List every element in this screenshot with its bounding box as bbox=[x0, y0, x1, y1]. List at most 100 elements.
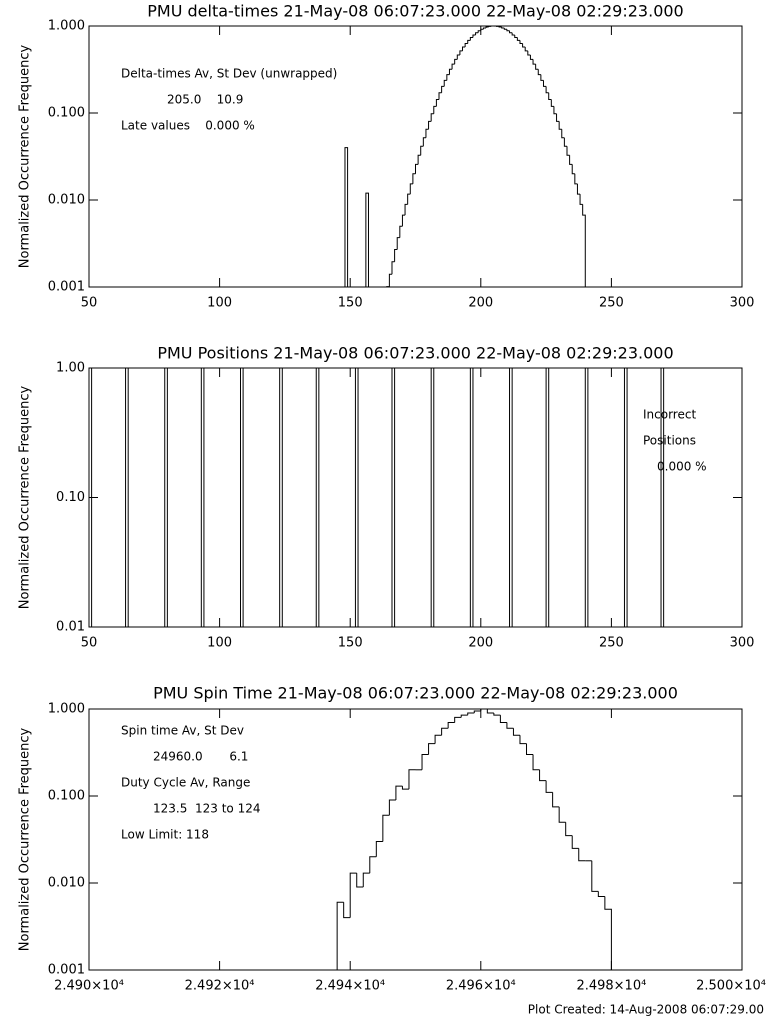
y-tick-label: 0.01 bbox=[56, 620, 85, 635]
histogram-bin bbox=[454, 716, 462, 723]
histogram-bin bbox=[532, 59, 536, 65]
histogram-bin bbox=[576, 183, 581, 195]
histogram-bin bbox=[362, 872, 370, 887]
histogram-bin bbox=[365, 192, 369, 287]
histogram-bin bbox=[441, 85, 445, 93]
x-tick-label: 50 bbox=[81, 636, 98, 651]
histogram-bin bbox=[561, 129, 565, 139]
histogram-bin bbox=[527, 50, 531, 56]
histogram-bin bbox=[401, 214, 406, 227]
y-tick-label: 1.000 bbox=[48, 19, 85, 34]
annotation: Positions bbox=[643, 434, 696, 448]
histogram-bin bbox=[486, 709, 494, 714]
histogram-bin bbox=[443, 79, 447, 87]
histogram-bin bbox=[532, 754, 540, 771]
x-tick-label: 2.498×10⁴ bbox=[576, 979, 646, 994]
histogram-bin bbox=[388, 273, 392, 287]
y-tick-label: 0.001 bbox=[48, 963, 85, 978]
histogram-bin bbox=[574, 173, 578, 185]
histogram-bin bbox=[396, 237, 400, 250]
histogram-bin bbox=[430, 113, 434, 122]
x-tick-label: 300 bbox=[730, 296, 755, 311]
y-tick-label: 1.00 bbox=[56, 361, 85, 376]
histogram-bin bbox=[548, 92, 552, 100]
y-tick-label: 0.010 bbox=[48, 876, 85, 891]
histogram-bin bbox=[579, 194, 583, 205]
annotation: Incorrect bbox=[643, 408, 696, 422]
histogram-bin bbox=[421, 753, 429, 770]
histogram-bin bbox=[511, 32, 515, 36]
histogram-bin bbox=[459, 50, 463, 56]
histogram-bin bbox=[407, 193, 411, 205]
histogram-bin bbox=[447, 721, 455, 729]
annotation: Delta-times Av, St Dev (unwrapped) bbox=[121, 67, 337, 81]
x-tick-label: 2.500×10⁴ bbox=[696, 979, 766, 994]
histogram-bin bbox=[552, 792, 560, 808]
histogram-bin bbox=[412, 173, 416, 184]
histogram-bin bbox=[540, 74, 544, 81]
histogram-bin bbox=[469, 36, 473, 41]
histogram-bin bbox=[493, 712, 501, 716]
histogram-bin bbox=[462, 46, 466, 51]
annotation: Duty Cycle Av, Range bbox=[121, 776, 250, 790]
x-tick-label: 2.496×10⁴ bbox=[446, 979, 516, 994]
y-tick-label: 0.100 bbox=[48, 789, 85, 804]
histogram-bin bbox=[460, 714, 468, 718]
x-tick-label: 150 bbox=[338, 636, 363, 651]
histogram-bin bbox=[524, 47, 528, 52]
annotation: 205.0 10.9 bbox=[167, 93, 243, 107]
histogram-bin bbox=[446, 74, 450, 81]
x-tick-label: 250 bbox=[599, 636, 624, 651]
histogram-bin bbox=[382, 814, 390, 842]
histogram-bin bbox=[401, 786, 409, 790]
y-axis-label: Normalized Occurrence Frequency bbox=[18, 385, 33, 609]
histogram-bin bbox=[558, 806, 566, 823]
histogram-bin bbox=[415, 163, 419, 174]
histogram-bin bbox=[472, 34, 476, 38]
histogram-bin bbox=[409, 183, 413, 195]
annotation: 123.5 123 to 124 bbox=[153, 802, 260, 816]
histogram-bin bbox=[526, 743, 534, 755]
x-tick-label: 50 bbox=[81, 296, 98, 311]
histogram-bin bbox=[438, 92, 442, 100]
histogram-bin bbox=[394, 248, 398, 262]
histogram-bin bbox=[477, 30, 481, 33]
histogram-bin bbox=[454, 58, 458, 65]
histogram-bin bbox=[542, 80, 547, 87]
histogram-bin bbox=[336, 901, 344, 970]
plot-frame bbox=[88, 708, 743, 971]
x-tick-label: 150 bbox=[338, 296, 363, 311]
histogram-bin bbox=[343, 902, 351, 919]
histogram-bin bbox=[399, 225, 403, 238]
x-tick-label: 250 bbox=[599, 296, 624, 311]
histogram-bin bbox=[369, 856, 377, 874]
histogram-bin bbox=[356, 873, 364, 888]
histogram-bin bbox=[519, 735, 527, 745]
chart-title: PMU delta-times 21-May-08 06:07:23.000 2… bbox=[147, 2, 683, 21]
histogram-bin bbox=[482, 27, 487, 30]
histogram-bin bbox=[519, 40, 523, 45]
histogram-bin bbox=[503, 27, 507, 30]
histogram-bin bbox=[464, 43, 468, 48]
histogram-bin bbox=[545, 86, 549, 94]
histogram-bin bbox=[591, 860, 599, 892]
histogram-bin bbox=[417, 154, 421, 165]
histogram-bin bbox=[475, 32, 479, 35]
histogram-bin bbox=[395, 785, 403, 800]
histogram-bin bbox=[550, 99, 554, 107]
chart-title: PMU Positions 21-May-08 06:07:23.000 22-… bbox=[157, 344, 673, 363]
histogram-bin bbox=[569, 155, 573, 165]
histogram-bin bbox=[485, 26, 489, 28]
histogram-bin bbox=[545, 780, 553, 793]
histogram-bin bbox=[514, 34, 518, 38]
y-tick-label: 1.000 bbox=[48, 702, 85, 717]
histogram-bin bbox=[566, 146, 570, 156]
histogram-bin bbox=[451, 63, 455, 70]
histogram-bin bbox=[388, 799, 396, 816]
histogram-bin bbox=[597, 891, 605, 897]
annotation: Spin time Av, St Dev bbox=[121, 724, 244, 738]
x-tick-label: 200 bbox=[468, 636, 493, 651]
x-tick-label: 2.494×10⁴ bbox=[315, 979, 385, 994]
histogram-bin bbox=[456, 54, 460, 60]
